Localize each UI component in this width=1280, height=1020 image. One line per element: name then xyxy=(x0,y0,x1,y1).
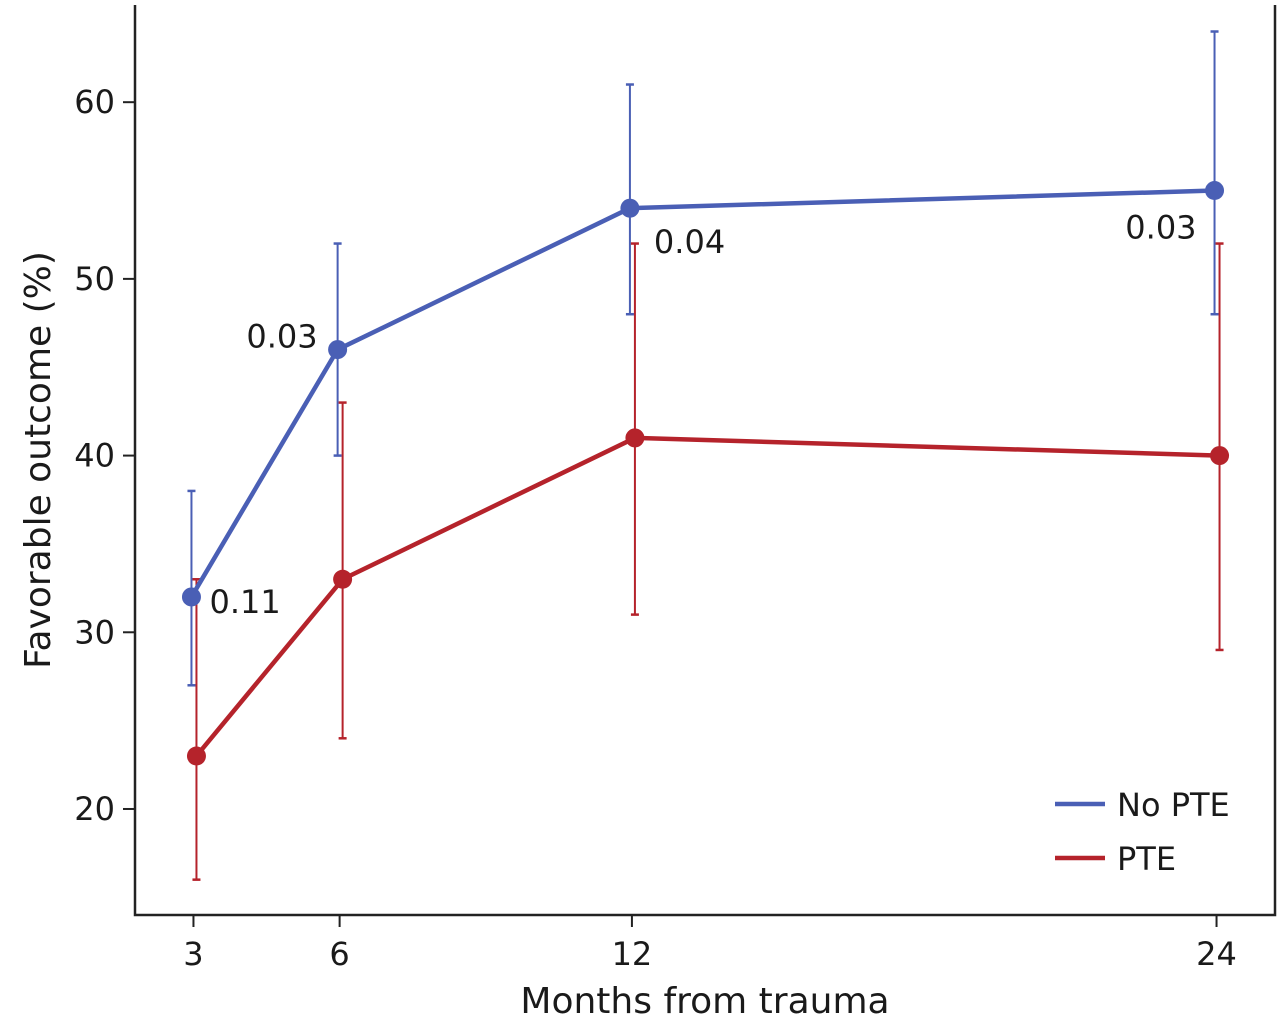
x-axis-title: Months from trauma xyxy=(520,981,889,1020)
p-value-label: 0.04 xyxy=(654,223,725,261)
data-point xyxy=(333,569,353,589)
data-point xyxy=(625,428,645,448)
x-tick-label: 6 xyxy=(329,935,349,973)
data-point xyxy=(1210,446,1230,466)
axes xyxy=(133,5,1277,917)
legend-label: No PTE xyxy=(1117,786,1230,824)
y-tick-label: 50 xyxy=(74,260,115,298)
series-lines xyxy=(189,188,1220,758)
x-axis-ticks: 3 6 12 24 xyxy=(183,915,1237,973)
x-tick-label: 3 xyxy=(183,935,203,973)
data-point xyxy=(181,587,201,607)
data-points xyxy=(181,181,1230,766)
data-point xyxy=(1205,181,1225,201)
p-value-label: 0.11 xyxy=(209,583,280,621)
y-tick-label: 60 xyxy=(74,83,115,121)
x-tick-label: 24 xyxy=(1196,935,1237,973)
data-point xyxy=(620,198,640,218)
error-bars xyxy=(187,30,1224,881)
legend: No PTE PTE xyxy=(1055,786,1230,878)
y-tick-label: 30 xyxy=(74,613,115,651)
p-value-label: 0.03 xyxy=(246,318,317,356)
p-value-annotations: 0.11 0.03 0.04 0.03 xyxy=(209,209,1196,621)
y-axis-title: Favorable outcome (%) xyxy=(18,251,59,669)
data-point xyxy=(186,746,206,766)
y-tick-label: 40 xyxy=(74,437,115,475)
y-axis-ticks: 20 30 40 50 60 xyxy=(74,83,135,828)
series-line xyxy=(194,435,1220,758)
y-tick-label: 20 xyxy=(74,790,115,828)
data-point xyxy=(328,340,348,360)
legend-label: PTE xyxy=(1117,840,1176,878)
series-line xyxy=(189,188,1215,599)
x-tick-label: 12 xyxy=(612,935,653,973)
p-value-label: 0.03 xyxy=(1125,209,1196,247)
axis-frame xyxy=(133,5,1277,917)
